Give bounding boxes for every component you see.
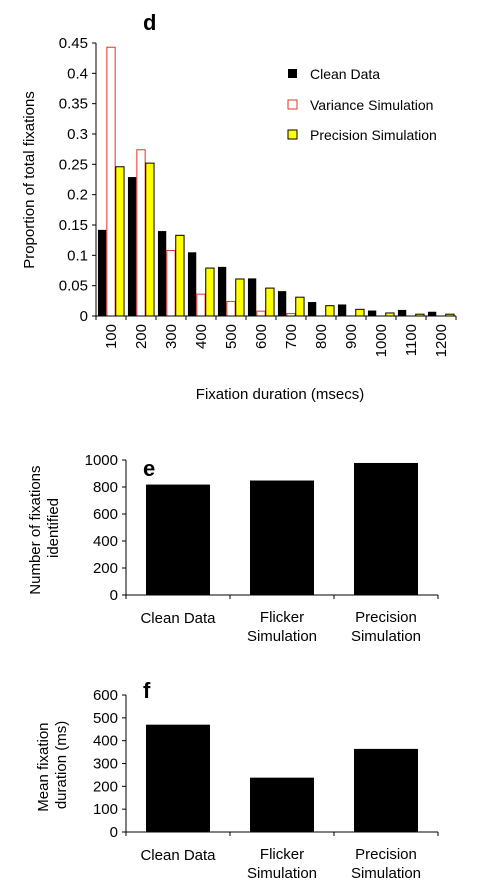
chart-d-x-tick-label: 200 bbox=[133, 324, 150, 349]
chart-f-y-tick-label: 600 bbox=[93, 687, 118, 704]
bar-clean-data-1200 bbox=[427, 311, 437, 316]
chart-e-bars bbox=[146, 462, 418, 595]
bar-precision-simulation-700 bbox=[295, 296, 305, 317]
chart-f-x-tick-label: Flicker Simulation bbox=[247, 846, 317, 882]
bar-clean-data-1000 bbox=[367, 310, 377, 316]
panel-letter-f: f bbox=[143, 678, 151, 703]
legend-swatch-variance-simulation bbox=[287, 99, 298, 110]
chart-e-bar-precision-simulation bbox=[354, 462, 418, 595]
chart-e-x-tick-label: Clean Data bbox=[140, 610, 216, 627]
chart-d-x-tick-label: 1000 bbox=[373, 324, 390, 357]
chart-e-y-tick-label: 200 bbox=[93, 560, 118, 577]
chart-d-y-axis-title: Proportion of total fixations bbox=[21, 91, 38, 269]
bar-clean-data-400 bbox=[187, 252, 197, 316]
bar-precision-simulation-900 bbox=[355, 308, 365, 317]
chart-f-bars bbox=[146, 724, 418, 832]
bar-clean-data-200 bbox=[127, 177, 137, 316]
chart-e: e 0 200 400 600 800 1000 Clean Data Flicker Simu… bbox=[27, 452, 439, 645]
chart-f-y-tick-label: 400 bbox=[93, 733, 118, 750]
legend-swatch-precision-simulation bbox=[287, 129, 298, 140]
chart-d-x-tick-label: 1200 bbox=[433, 324, 450, 357]
chart-d-x-tick-label: 900 bbox=[343, 324, 360, 349]
bar-clean-data-1100 bbox=[397, 309, 407, 316]
bar-clean-data-500 bbox=[217, 266, 227, 316]
bar-clean-data-900 bbox=[337, 304, 347, 316]
chart-e-x-tick-label: Flicker Simulation bbox=[247, 609, 317, 645]
chart-f-x-tick-label: Precision Simulation bbox=[351, 846, 421, 882]
chart-d-x-tick-label: 700 bbox=[283, 324, 300, 349]
chart-d-y-tick-label: 0 bbox=[80, 308, 88, 325]
bar-precision-simulation-800 bbox=[325, 305, 335, 317]
chart-e-y-axis-title: Number of fixations identified bbox=[27, 461, 62, 594]
chart-d-y-tick-label: 0.4 bbox=[67, 65, 88, 82]
chart-d-y-tick-label: 0.1 bbox=[67, 247, 88, 264]
chart-d: d 0 0.05 0.1 0.15 0.2 0.25 0.3 0.35 0.4 0.45 100 20… bbox=[21, 10, 457, 403]
chart-e-bar-flicker-simulation bbox=[250, 480, 314, 595]
bar-variance-simulation-500 bbox=[226, 300, 236, 317]
bar-precision-simulation-100 bbox=[115, 166, 125, 317]
panel-letter-d: d bbox=[143, 10, 156, 35]
chart-d-y-tick-label: 0.3 bbox=[67, 126, 88, 143]
chart-d-x-tick-label: 800 bbox=[313, 324, 330, 349]
bar-clean-data-300 bbox=[157, 231, 167, 316]
bar-variance-simulation-300 bbox=[166, 249, 176, 317]
bar-precision-simulation-200 bbox=[145, 162, 155, 317]
bar-precision-simulation-500 bbox=[235, 278, 245, 317]
chart-e-y-tick-label: 400 bbox=[93, 533, 118, 550]
chart-f-axes: 0 100 200 300 400 500 600 Clean Data Flicker Simu… bbox=[93, 687, 439, 882]
chart-f-bar-flicker-simulation bbox=[250, 777, 314, 832]
chart-f: f 0 100 200 300 400 500 600 Clean Data Flicker Si… bbox=[35, 678, 439, 882]
chart-d-x-tick-label: 500 bbox=[223, 324, 240, 349]
bar-variance-simulation-400 bbox=[196, 293, 206, 317]
chart-e-y-tick-label: 1000 bbox=[85, 452, 118, 469]
chart-d-legend: Clean Data Variance Simulation Precision S… bbox=[287, 66, 437, 143]
bar-clean-data-600 bbox=[247, 278, 257, 316]
bar-clean-data-100 bbox=[97, 229, 107, 316]
chart-d-y-tick-label: 0.45 bbox=[59, 35, 88, 52]
bar-precision-simulation-400 bbox=[205, 267, 215, 317]
bar-clean-data-700 bbox=[277, 291, 287, 316]
chart-f-y-tick-label: 500 bbox=[93, 710, 118, 727]
bar-variance-simulation-200 bbox=[136, 149, 146, 317]
chart-f-bar-precision-simulation bbox=[354, 748, 418, 832]
chart-f-y-tick-label: 0 bbox=[110, 824, 118, 841]
chart-d-x-axis-title: Fixation duration (msecs) bbox=[196, 386, 364, 403]
chart-e-y-tick-label: 600 bbox=[93, 506, 118, 523]
chart-d-x-tick-label: 1100 bbox=[403, 324, 420, 356]
bar-precision-simulation-300 bbox=[175, 234, 185, 317]
chart-d-y-tick-label: 0.35 bbox=[59, 96, 88, 113]
chart-e-bar-clean-data bbox=[146, 484, 210, 595]
chart-d-x-tick-label: 100 bbox=[103, 324, 120, 349]
legend-label-clean-data: Clean Data bbox=[310, 66, 380, 82]
chart-f-y-tick-label: 200 bbox=[93, 778, 118, 795]
bar-variance-simulation-100 bbox=[106, 46, 116, 317]
chart-e-x-tick-label: Precision Simulation bbox=[351, 609, 421, 645]
chart-f-bar-clean-data bbox=[146, 724, 210, 832]
chart-f-y-axis-title: Mean fixation duration (ms) bbox=[35, 718, 70, 811]
chart-d-y-tick-label: 0.05 bbox=[59, 278, 88, 295]
legend-label-precision-simulation: Precision Simulation bbox=[310, 127, 437, 143]
chart-d-x-tick-label: 300 bbox=[163, 324, 180, 349]
chart-d-bars bbox=[97, 46, 455, 317]
chart-e-y-tick-label: 0 bbox=[110, 587, 118, 604]
legend-swatch-clean-data bbox=[288, 69, 297, 78]
bar-precision-simulation-600 bbox=[265, 287, 275, 317]
bar-clean-data-800 bbox=[307, 302, 317, 316]
chart-d-y-tick-label: 0.15 bbox=[59, 217, 88, 234]
panel-letter-e: e bbox=[143, 456, 155, 481]
chart-d-y-tick-label: 0.25 bbox=[59, 156, 88, 173]
bar-variance-simulation-600 bbox=[256, 310, 266, 317]
chart-f-y-tick-label: 100 bbox=[93, 801, 118, 818]
chart-e-axes: 0 200 400 600 800 1000 Clean Data Flicker Simula… bbox=[85, 452, 439, 645]
chart-f-y-tick-label: 300 bbox=[93, 756, 118, 773]
legend-label-variance-simulation: Variance Simulation bbox=[310, 97, 433, 113]
chart-f-x-tick-label: Clean Data bbox=[140, 847, 216, 864]
chart-d-x-tick-label: 600 bbox=[253, 324, 270, 349]
chart-d-axes: 0 0.05 0.1 0.15 0.2 0.25 0.3 0.35 0.4 0.45 100 200 3… bbox=[59, 35, 457, 357]
chart-e-y-tick-label: 800 bbox=[93, 479, 118, 496]
chart-d-y-tick-label: 0.2 bbox=[67, 187, 88, 204]
chart-d-x-tick-label: 400 bbox=[193, 324, 210, 349]
